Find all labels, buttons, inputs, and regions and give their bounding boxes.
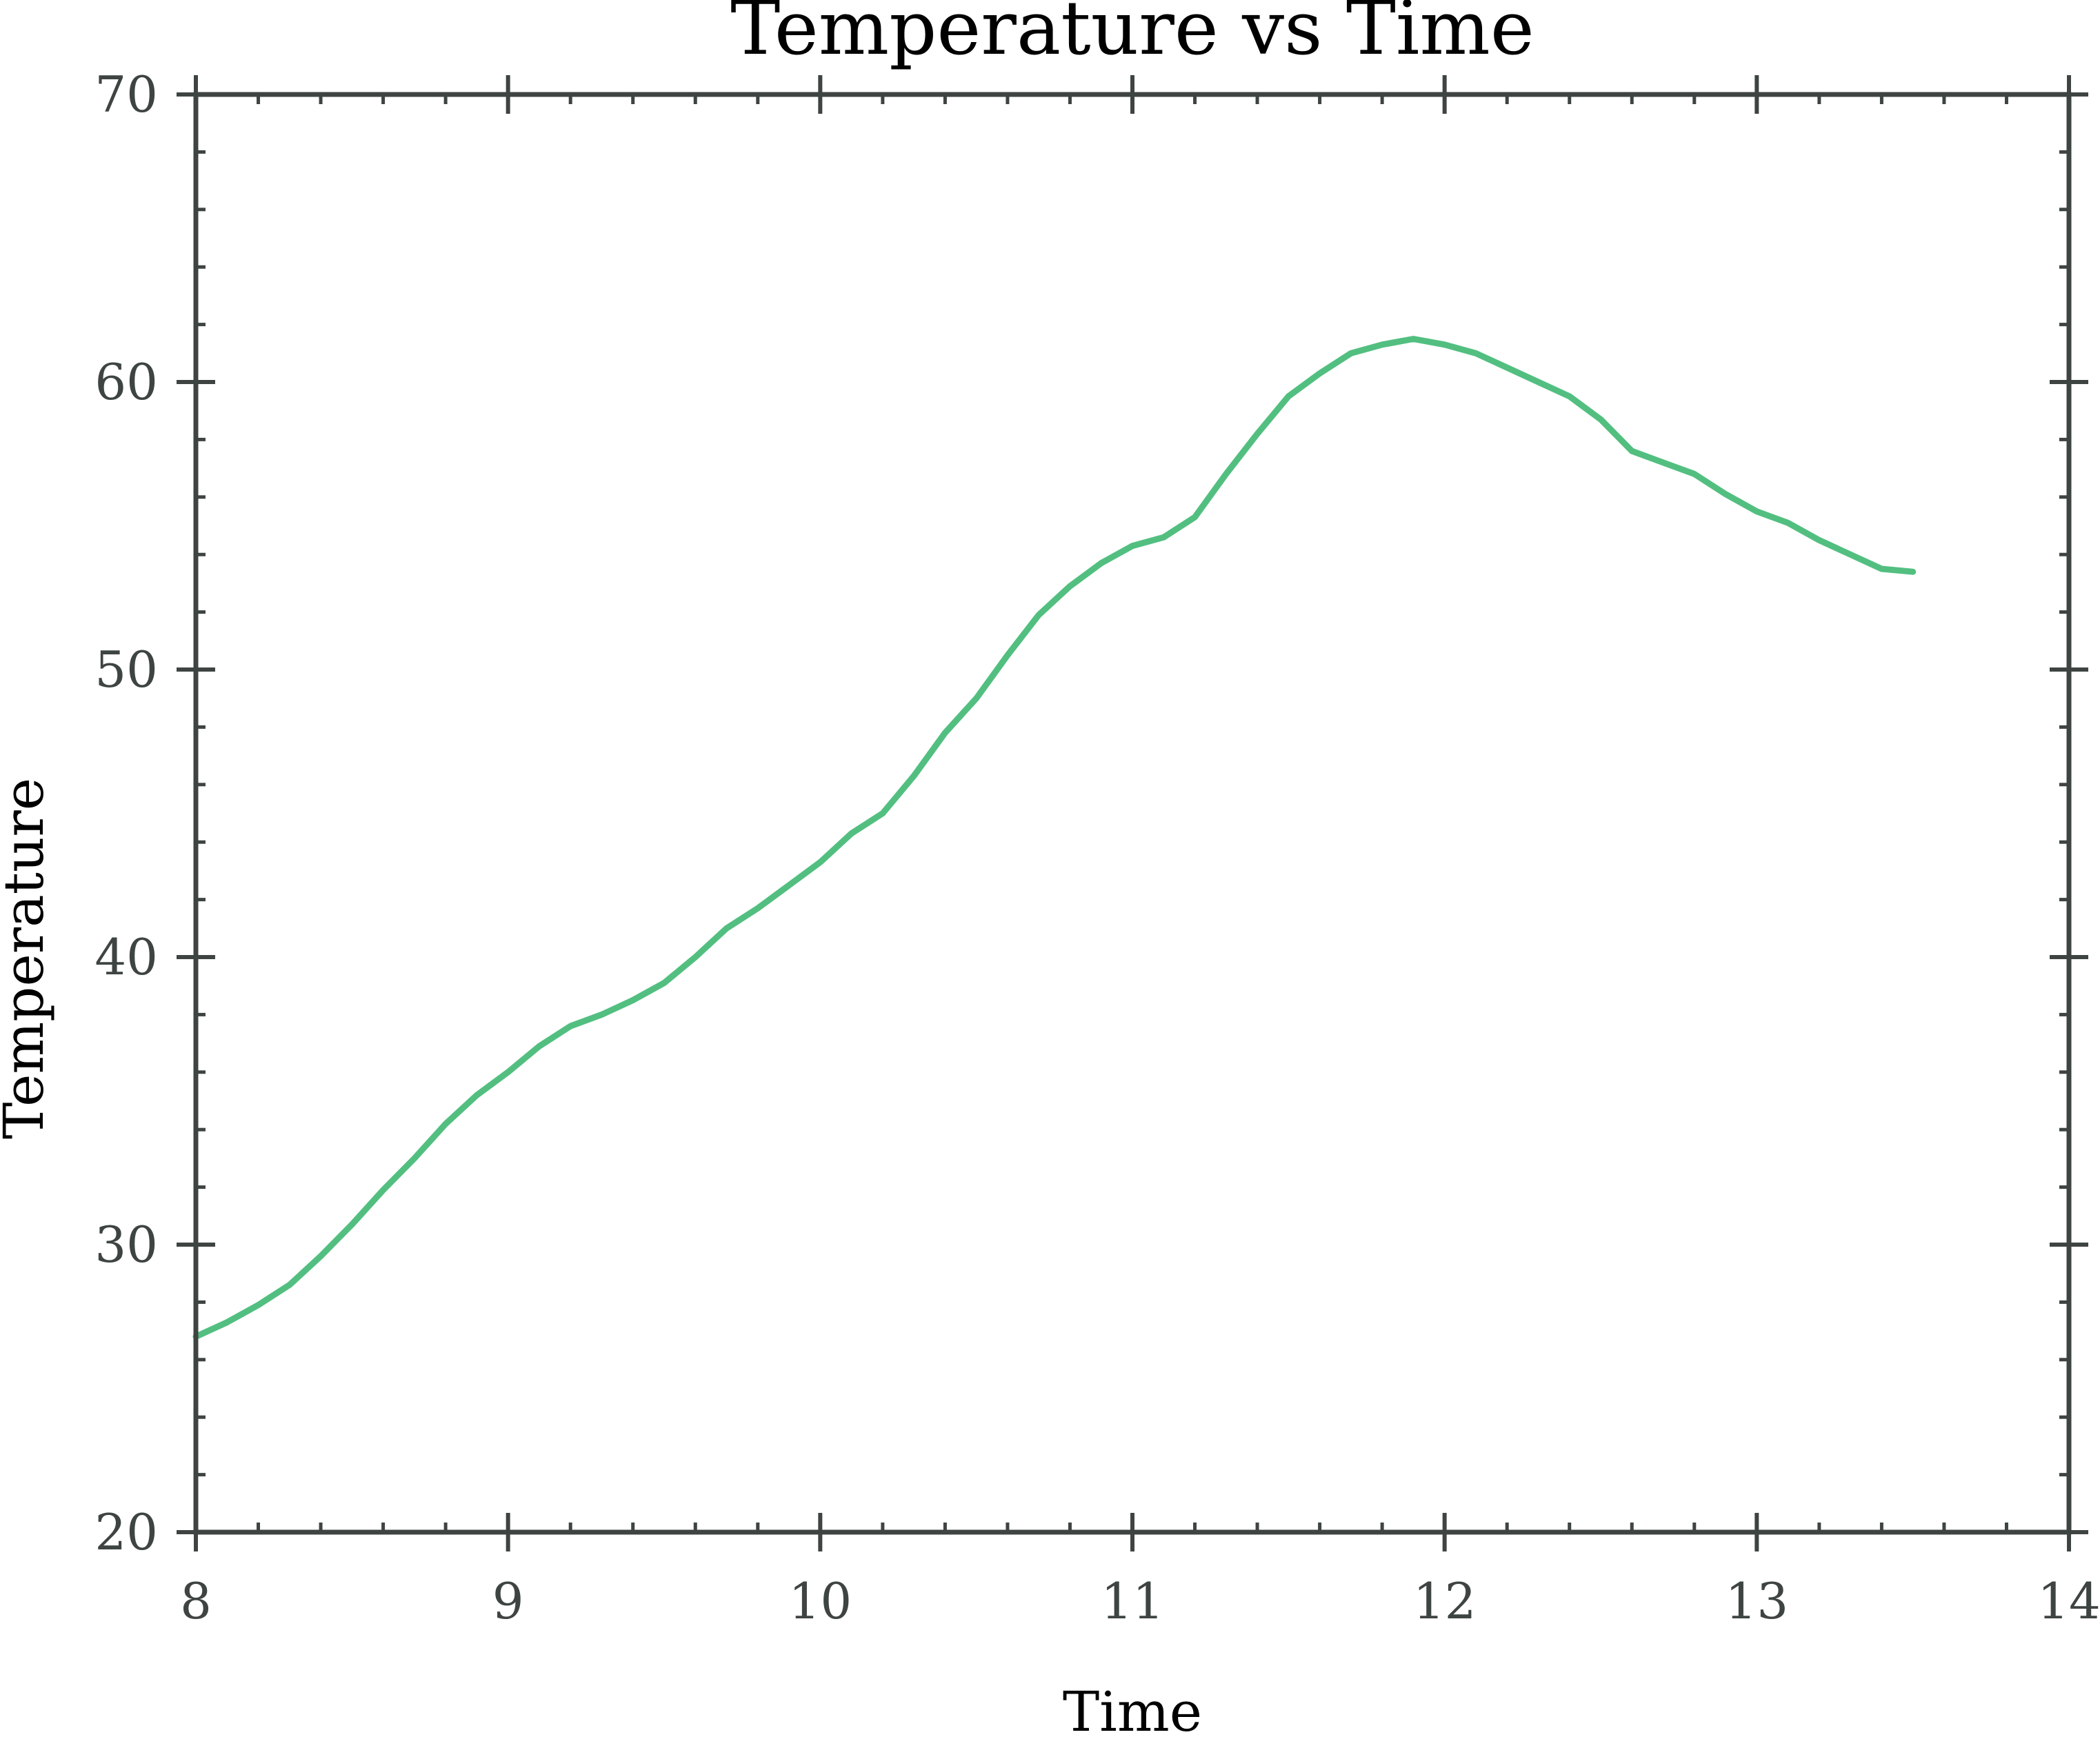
x-tick-label: 10 xyxy=(789,1572,852,1630)
major-ticks xyxy=(177,75,2088,1551)
x-tick-label: 11 xyxy=(1101,1572,1164,1630)
y-tick-label: 70 xyxy=(94,66,158,123)
x-tick-label: 14 xyxy=(2037,1572,2100,1630)
chart-title: Temperature vs Time xyxy=(730,0,1534,72)
y-tick-label: 30 xyxy=(94,1216,158,1274)
minor-ticks xyxy=(194,92,2071,1534)
y-tick-label: 20 xyxy=(94,1503,158,1561)
y-tick-label: 40 xyxy=(94,928,158,986)
y-tick-label: 60 xyxy=(94,353,158,411)
x-tick-label: 8 xyxy=(180,1572,212,1630)
y-tick-labels: 20 30 40 50 60 70 xyxy=(94,66,158,1561)
x-tick-labels: 8 9 10 11 12 13 14 xyxy=(180,1572,2100,1630)
x-tick-label: 12 xyxy=(1413,1572,1477,1630)
temperature-series-line xyxy=(192,336,1917,1340)
x-axis-label: Time xyxy=(1063,1680,1202,1744)
x-tick-label: 13 xyxy=(1726,1572,1789,1630)
y-tick-label: 50 xyxy=(94,641,158,699)
plot-frame xyxy=(193,92,2072,1535)
y-axis-label: Temperature xyxy=(0,778,56,1139)
x-tick-label: 9 xyxy=(492,1572,524,1630)
